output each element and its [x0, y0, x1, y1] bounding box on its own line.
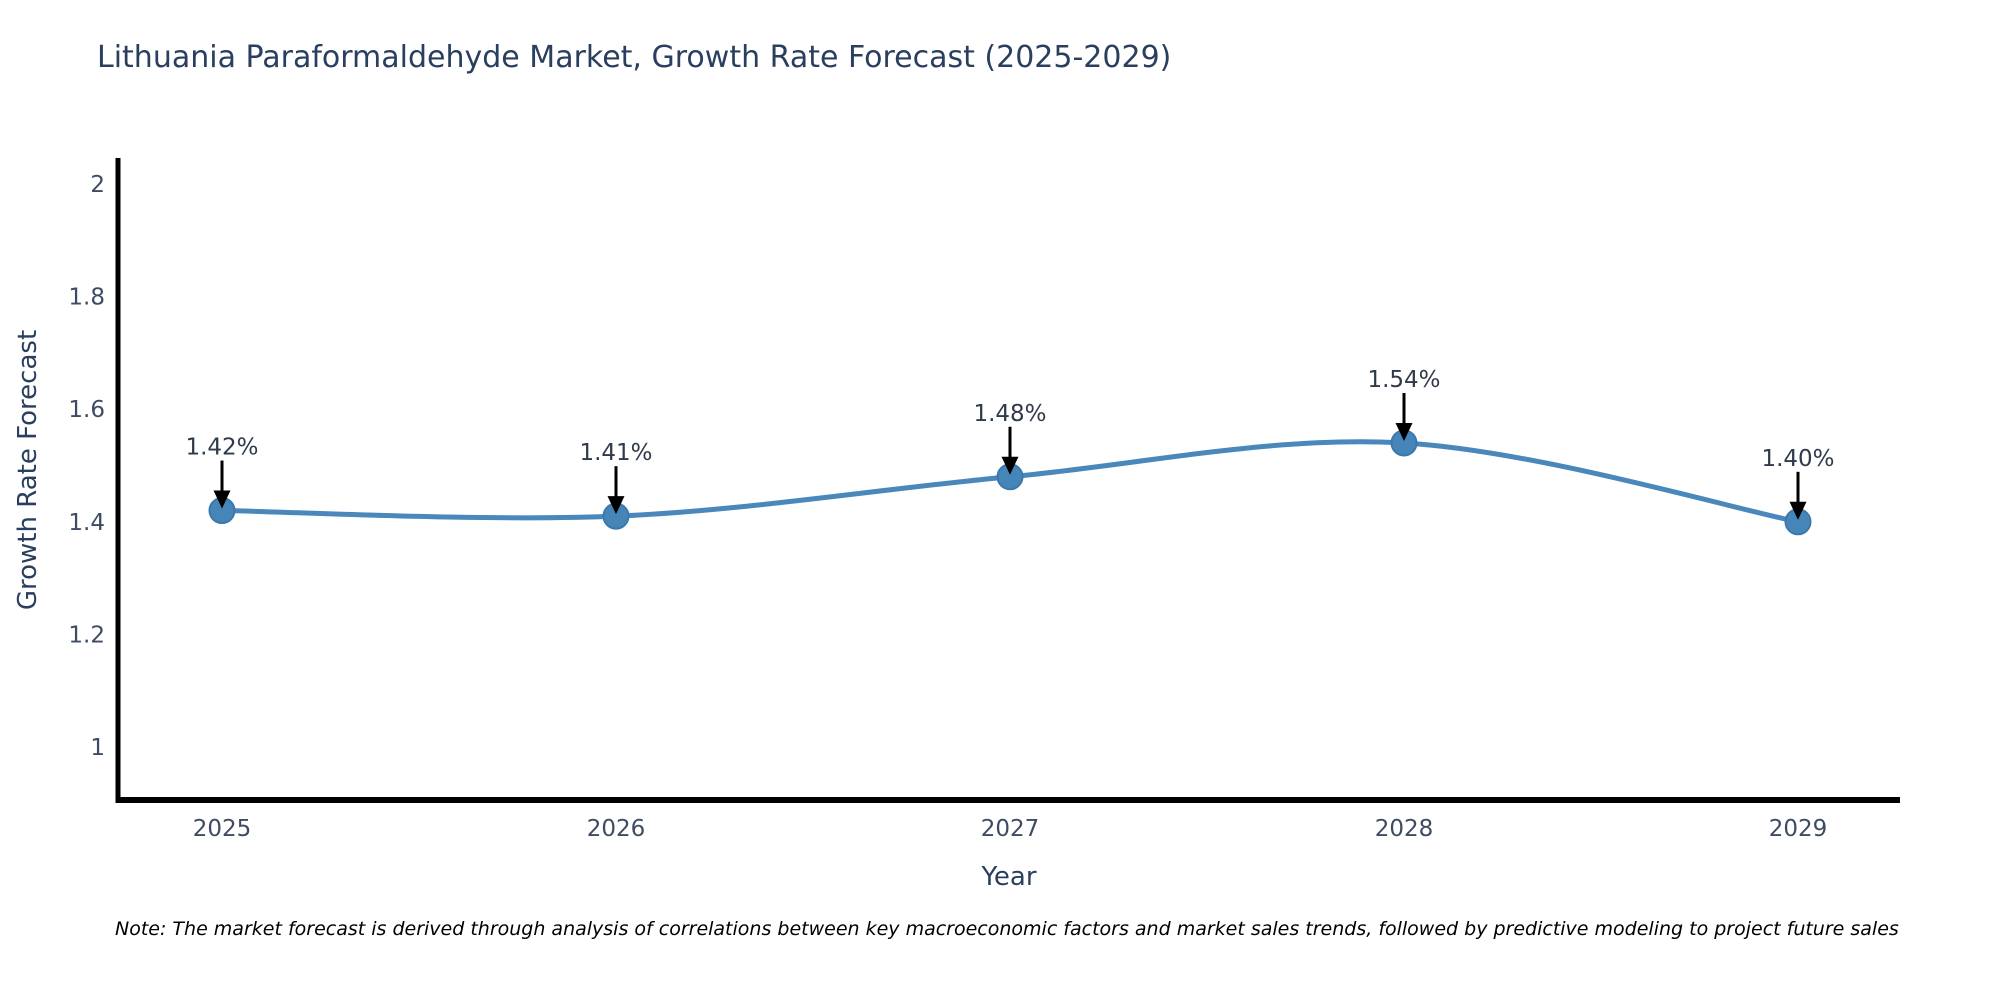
data-point-label: 1.40%	[1761, 446, 1834, 472]
annotation-arrowhead	[1789, 501, 1807, 520]
y-tick-label: 1.6	[68, 397, 105, 423]
x-axis-title: Year	[981, 862, 1037, 892]
data-point-label: 1.42%	[185, 435, 258, 461]
x-tick-label: 2027	[981, 816, 1040, 842]
annotation-arrowhead	[213, 490, 231, 509]
data-point-label: 1.41%	[579, 440, 652, 466]
y-tick-label: 2	[90, 172, 105, 198]
y-tick-label: 1.4	[68, 510, 105, 536]
x-tick-label: 2026	[587, 816, 646, 842]
x-tick-label: 2029	[1769, 816, 1828, 842]
y-tick-label: 1.2	[68, 622, 105, 648]
chart-title: Lithuania Paraformaldehyde Market, Growt…	[97, 40, 1172, 75]
data-point-label: 1.48%	[973, 401, 1046, 427]
x-tick-label: 2028	[1375, 816, 1434, 842]
annotation-arrowhead	[1001, 456, 1019, 475]
y-tick-label: 1	[90, 735, 105, 761]
footnote: Note: The market forecast is derived thr…	[115, 918, 1899, 940]
annotation-arrowhead	[607, 496, 625, 515]
data-point-label: 1.54%	[1367, 367, 1440, 393]
annotation-arrowhead	[1395, 422, 1413, 441]
y-tick-label: 1.8	[68, 285, 105, 311]
x-tick-label: 2025	[193, 816, 252, 842]
